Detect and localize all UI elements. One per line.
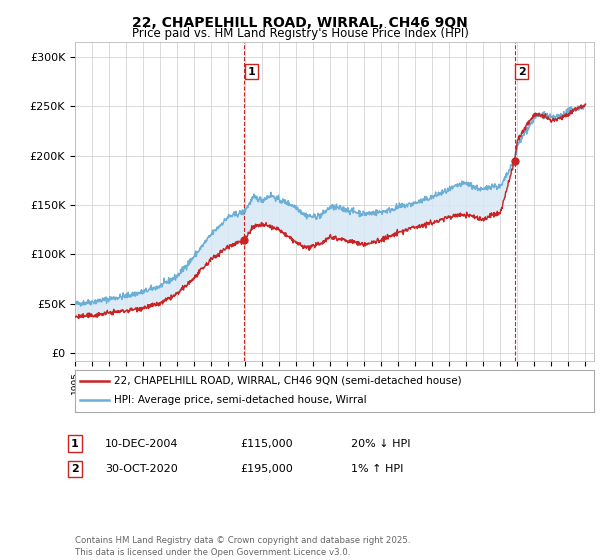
Text: £115,000: £115,000 <box>240 438 293 449</box>
Text: 20% ↓ HPI: 20% ↓ HPI <box>351 438 410 449</box>
Text: 2: 2 <box>71 464 79 474</box>
Text: £195,000: £195,000 <box>240 464 293 474</box>
Text: 22, CHAPELHILL ROAD, WIRRAL, CH46 9QN (semi-detached house): 22, CHAPELHILL ROAD, WIRRAL, CH46 9QN (s… <box>114 376 461 386</box>
Text: 1% ↑ HPI: 1% ↑ HPI <box>351 464 403 474</box>
Text: 10-DEC-2004: 10-DEC-2004 <box>105 438 179 449</box>
Text: Contains HM Land Registry data © Crown copyright and database right 2025.
This d: Contains HM Land Registry data © Crown c… <box>75 536 410 557</box>
Text: 1: 1 <box>71 438 79 449</box>
Text: HPI: Average price, semi-detached house, Wirral: HPI: Average price, semi-detached house,… <box>114 395 367 405</box>
Text: 30-OCT-2020: 30-OCT-2020 <box>105 464 178 474</box>
Text: 2: 2 <box>518 67 526 77</box>
Text: Price paid vs. HM Land Registry's House Price Index (HPI): Price paid vs. HM Land Registry's House … <box>131 27 469 40</box>
Text: 1: 1 <box>248 67 255 77</box>
Text: 22, CHAPELHILL ROAD, WIRRAL, CH46 9QN: 22, CHAPELHILL ROAD, WIRRAL, CH46 9QN <box>132 16 468 30</box>
